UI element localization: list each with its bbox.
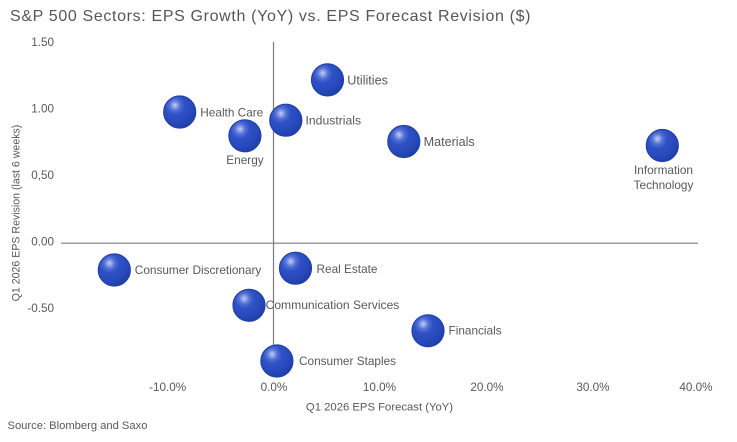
svg-text:1.50: 1.50 (31, 36, 54, 49)
svg-text:Health Care: Health Care (200, 105, 263, 119)
svg-text:0.0%: 0.0% (261, 381, 288, 394)
svg-text:Real Estate: Real Estate (317, 262, 378, 276)
svg-text:20.0%: 20.0% (470, 381, 503, 394)
svg-text:40.0%: 40.0% (679, 381, 712, 394)
svg-text:0,50: 0,50 (31, 169, 54, 182)
svg-text:Industrials: Industrials (306, 114, 362, 128)
svg-text:0.00: 0.00 (31, 236, 54, 249)
svg-text:Q1 2026 EPS Revision (last 6 w: Q1 2026 EPS Revision (last 6 weeks) (10, 125, 22, 302)
svg-text:Utilities: Utilities (347, 73, 388, 87)
svg-text:Consumer Staples: Consumer Staples (299, 354, 396, 368)
svg-text:Financials: Financials (449, 324, 502, 338)
svg-text:-0.50: -0.50 (27, 302, 54, 315)
svg-text:Technology: Technology (634, 178, 694, 192)
svg-text:30.0%: 30.0% (576, 381, 609, 394)
svg-text:Energy: Energy (226, 153, 263, 167)
svg-text:Materials: Materials (424, 135, 475, 149)
svg-text:Communication Services: Communication Services (266, 298, 400, 312)
svg-text:Consumer Discretionary: Consumer Discretionary (135, 263, 262, 277)
svg-text:Source: Blomberg and Saxo: Source: Blomberg and Saxo (8, 420, 148, 432)
svg-text:S&P 500 Sectors: EPS Growth (Y: S&P 500 Sectors: EPS Growth (YoY) vs. EP… (10, 8, 531, 25)
svg-text:-10.0%: -10.0% (149, 381, 186, 394)
svg-text:10.0%: 10.0% (363, 381, 396, 394)
svg-text:Information: Information (634, 163, 693, 177)
svg-text:1.00: 1.00 (31, 103, 54, 116)
svg-text:Q1 2026 EPS Forecast (YoY): Q1 2026 EPS Forecast (YoY) (306, 402, 453, 414)
